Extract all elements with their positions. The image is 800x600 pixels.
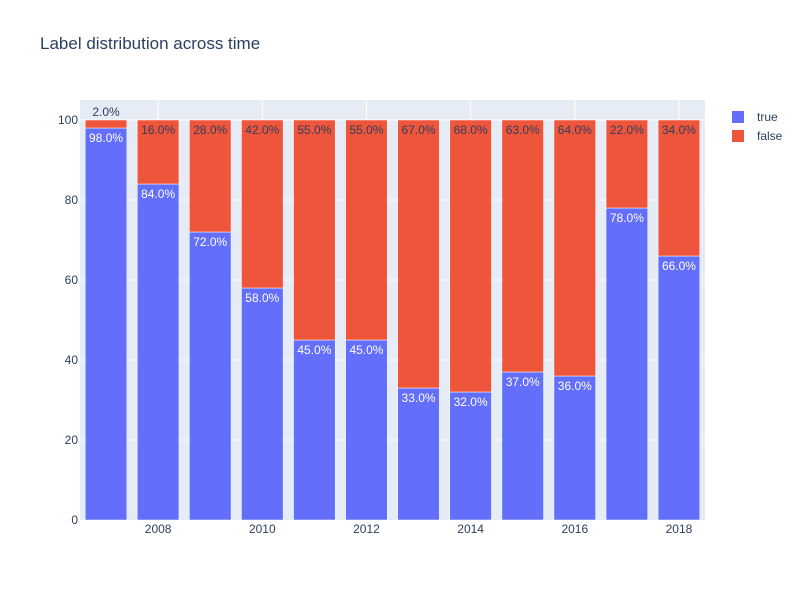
bar-true-2018: [657, 255, 701, 521]
bar-true-2014: [449, 391, 492, 521]
data-label-true-2010: 58.0%: [245, 291, 279, 305]
legend-item-true[interactable]: true: [732, 107, 782, 126]
y-tick-label-100: 100: [58, 113, 78, 127]
chart-legend[interactable]: true false: [732, 107, 782, 145]
data-label-true-2011: 45.0%: [297, 343, 331, 357]
x-tick-label-2018: 2018: [666, 522, 693, 536]
data-label-false-2009: 28.0%: [193, 123, 227, 137]
bar-true-2008: [137, 183, 180, 521]
plot-background: [80, 100, 705, 520]
chart-title: Label distribution across time: [40, 34, 261, 53]
data-label-true-2013: 33.0%: [402, 391, 436, 405]
data-label-true-2015: 37.0%: [506, 375, 540, 389]
data-label-false-2014: 68.0%: [454, 123, 488, 137]
y-tick-label-0: 0: [71, 513, 78, 527]
data-label-false-2018: 34.0%: [662, 123, 696, 137]
data-label-false-2007: 2.0%: [92, 105, 120, 119]
legend-swatch-false: [732, 129, 744, 142]
y-tick-label-80: 80: [65, 193, 79, 207]
bar-true-2015: [501, 371, 544, 521]
bar-false-2007: [84, 119, 128, 129]
x-tick-label-2014: 2014: [457, 522, 484, 536]
bar-false-2018: [657, 119, 701, 257]
data-label-false-2011: 55.0%: [297, 123, 331, 137]
data-label-true-2014: 32.0%: [454, 395, 488, 409]
data-label-true-2008: 84.0%: [141, 187, 175, 201]
bar-false-2015: [501, 119, 544, 373]
bar-true-2009: [189, 231, 232, 521]
data-label-true-2007: 98.0%: [89, 131, 123, 145]
data-label-true-2009: 72.0%: [193, 235, 227, 249]
data-label-false-2015: 63.0%: [506, 123, 540, 137]
x-tick-label-2012: 2012: [353, 522, 380, 536]
bar-true-2016: [553, 375, 596, 521]
bar-false-2013: [397, 119, 440, 389]
legend-label-true: true: [757, 109, 778, 124]
bar-false-2009: [189, 119, 232, 233]
bar-false-2014: [449, 119, 492, 393]
y-tick-label-20: 20: [65, 433, 79, 447]
data-label-true-2017: 78.0%: [610, 211, 644, 225]
data-label-false-2012: 55.0%: [349, 123, 383, 137]
bar-true-2013: [397, 387, 440, 521]
data-label-false-2013: 67.0%: [402, 123, 436, 137]
bar-false-2011: [293, 119, 336, 341]
x-tick-label-2008: 2008: [145, 522, 172, 536]
x-tick-label-2010: 2010: [249, 522, 276, 536]
data-label-true-2012: 45.0%: [349, 343, 383, 357]
y-tick-label-40: 40: [65, 353, 79, 367]
bar-true-2007: [84, 127, 128, 521]
bar-false-2010: [241, 119, 284, 289]
data-label-false-2016: 64.0%: [558, 123, 592, 137]
data-label-false-2017: 22.0%: [610, 123, 644, 137]
data-label-true-2016: 36.0%: [558, 379, 592, 393]
legend-swatch-true: [732, 110, 744, 123]
bar-false-2016: [553, 119, 596, 377]
bar-false-2012: [345, 119, 388, 341]
bar-true-2012: [345, 339, 388, 521]
bar-false-2017: [605, 119, 648, 209]
x-tick-label-2016: 2016: [561, 522, 588, 536]
legend-label-false: false: [757, 128, 783, 143]
bar-true-2010: [241, 287, 284, 521]
bar-false-2008: [137, 119, 180, 185]
data-label-true-2018: 66.0%: [662, 259, 696, 273]
bar-true-2017: [605, 207, 648, 521]
data-label-false-2008: 16.0%: [141, 123, 175, 137]
bar-true-2011: [293, 339, 336, 521]
y-tick-label-60: 60: [65, 273, 79, 287]
legend-item-false[interactable]: false: [732, 126, 782, 145]
data-label-false-2010: 42.0%: [245, 123, 279, 137]
